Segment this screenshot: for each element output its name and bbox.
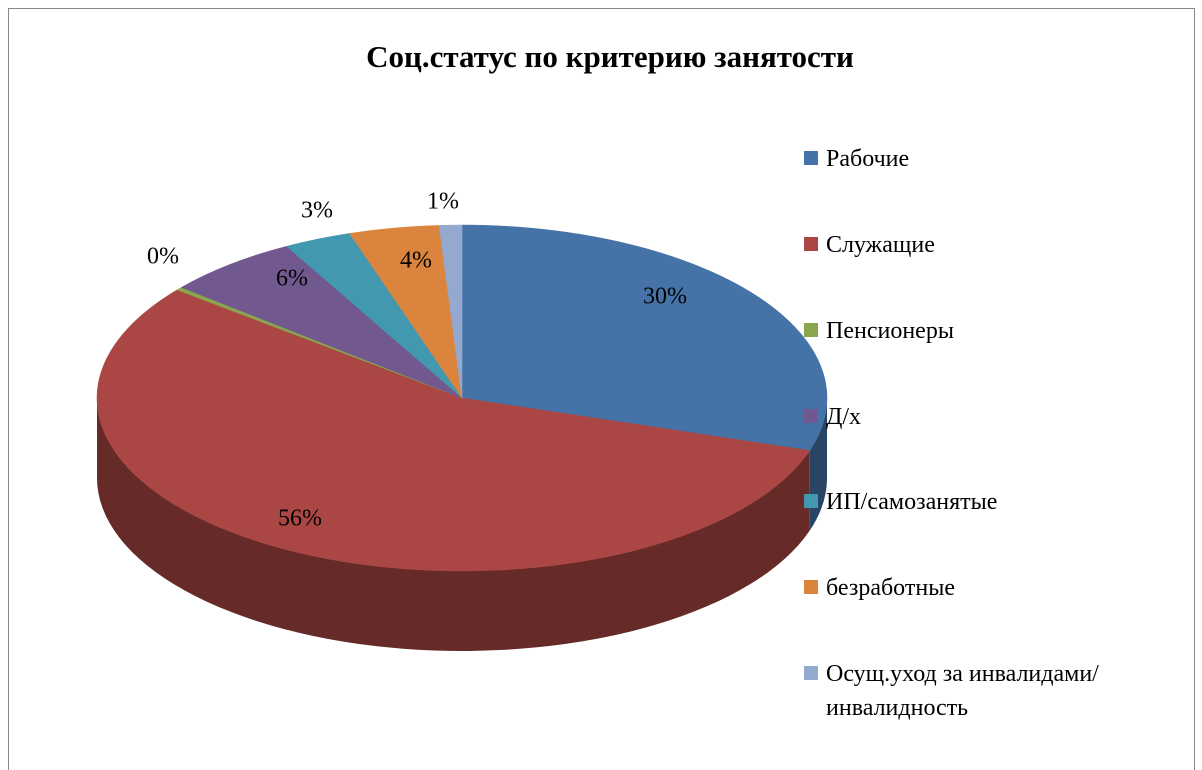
legend-swatch (804, 580, 818, 594)
legend-label: Служащие (826, 232, 935, 258)
data-label: 6% (276, 266, 308, 292)
legend-swatch (804, 409, 818, 423)
legend-item: ИП/самозанятые (804, 485, 1196, 519)
chart-border (8, 8, 1195, 770)
legend-label: Рабочие (826, 146, 910, 172)
pie-slice (180, 245, 463, 399)
data-label: 56% (278, 506, 322, 532)
data-label: 1% (427, 189, 459, 215)
legend-swatch (804, 666, 818, 680)
legend-item: Пенсионеры (804, 314, 1196, 348)
legend-label: Осущ.уход за инвалидами/инвалидность (826, 661, 1099, 721)
legend-item: Д/х (804, 400, 1196, 434)
legend-label: Д/х (826, 404, 862, 430)
chart-title: Соц.статус по критерию занятости (366, 39, 854, 74)
legend-label: Пенсионеры (826, 318, 954, 344)
data-labels: 30% 56% 0% 6% 3% 4% 1% (147, 189, 687, 532)
pie-slice (461, 224, 828, 451)
legend-item: Служащие (804, 228, 1196, 262)
pie-slice (438, 224, 463, 399)
data-label: 3% (301, 198, 333, 224)
pie-slice (96, 289, 811, 572)
legend-swatch (804, 151, 818, 165)
legend-item: Рабочие (804, 142, 1196, 176)
data-label: 0% (147, 244, 179, 270)
legend-item: Осущ.уход за инвалидами/инвалидность (804, 657, 1196, 725)
legend-item: безработные (804, 571, 1196, 605)
legend-label: ИП/самозанятые (826, 489, 998, 515)
legend-swatch (804, 323, 818, 337)
data-label: 4% (400, 248, 432, 274)
data-label: 30% (643, 284, 687, 310)
legend-swatch (804, 494, 818, 508)
legend-swatch (804, 237, 818, 251)
legend-label: безработные (826, 575, 955, 601)
pie-side (96, 398, 810, 651)
pie-tops (96, 224, 828, 572)
